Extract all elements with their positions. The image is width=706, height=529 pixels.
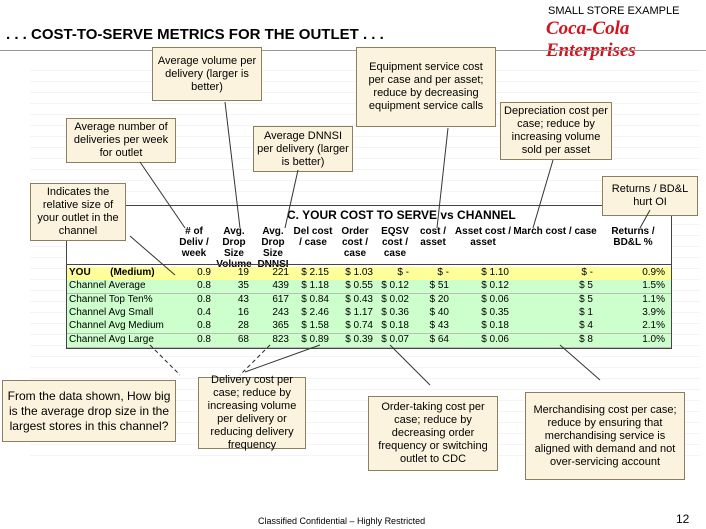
column-header: EQSV cost / case: [381, 226, 409, 259]
table-cell: $ 1: [579, 306, 593, 318]
row-label: Channel Avg Large: [69, 333, 154, 345]
table-cell: $ 0.89: [301, 333, 329, 345]
table-cell: $ 0.55: [345, 280, 373, 292]
row-label: Channel Avg Small: [69, 306, 154, 318]
column-header: cost / asset: [419, 226, 447, 248]
table-cell: $ 0.12: [481, 280, 509, 292]
table-cell: 439: [272, 280, 289, 292]
callout: Merchandising cost per case; reduce by e…: [525, 392, 685, 480]
table-cell: 43: [237, 293, 249, 305]
page-number: 12: [676, 512, 690, 526]
table-cell: 0.8: [197, 280, 211, 292]
table-title: C. YOUR COST TO SERVE vs CHANNEL: [287, 208, 516, 222]
callout: Returns / BD&L hurt OI: [602, 176, 698, 216]
callout: Indicates the relative size of your outl…: [30, 183, 126, 241]
callout: Order-taking cost per case; reduce by de…: [368, 396, 498, 471]
cost-table: C. YOUR COST TO SERVE vs CHANNEL # of De…: [66, 205, 672, 349]
table-cell: 221: [272, 267, 289, 278]
column-header: March cost / case: [513, 226, 597, 237]
table-cell: $ 5: [579, 280, 593, 292]
table-cell: 2.1%: [642, 320, 665, 332]
row-label: Channel Avg Medium: [69, 320, 164, 332]
table-cell: $ -: [397, 267, 409, 278]
table-cell: 3.9%: [642, 306, 665, 318]
callout: From the data shown, How big is the aver…: [2, 380, 176, 442]
table-cell: 1.1%: [642, 293, 665, 305]
table-cell: 0.4: [197, 306, 211, 318]
column-header: Asset cost / asset: [454, 226, 512, 248]
tag: SMALL STORE EXAMPLE: [548, 5, 680, 17]
table-cell: 617: [272, 293, 289, 305]
column-header: Del cost / case: [293, 226, 333, 248]
table-cell: 0.8: [197, 320, 211, 332]
table-cell: $ 0.18: [381, 320, 409, 332]
column-header: # of Deliv / week: [179, 226, 209, 259]
table-cell: 823: [272, 333, 289, 345]
title: . . . COST-TO-SERVE METRICS FOR THE OUTL…: [6, 26, 384, 43]
callout: Average volume per delivery (larger is b…: [152, 47, 262, 101]
table-cell: $ 0.84: [301, 293, 329, 305]
callout: Delivery cost per case; reduce by increa…: [198, 374, 306, 451]
column-header: Returns / BD&L %: [611, 226, 655, 248]
table-cell: $ 0.43: [345, 293, 373, 305]
table-cell: $ 1.17: [345, 306, 373, 318]
table-cell: $ 64: [429, 333, 449, 345]
table-cell: $ 0.07: [381, 333, 409, 345]
table-cell: $ 20: [429, 293, 449, 305]
table-cell: $ 0.35: [481, 306, 509, 318]
callout: Equipment service cost per case and per …: [356, 47, 496, 127]
column-header: Order cost / case: [341, 226, 369, 259]
table-cell: $ 1.18: [301, 280, 329, 292]
table-cell: 0.9: [197, 267, 211, 278]
table-cell: 1.0%: [642, 333, 665, 345]
table-cell: $ 0.36: [381, 306, 409, 318]
table-cell: 28: [237, 320, 249, 332]
table-cell: $ 0.06: [481, 293, 509, 305]
table-cell: 0.9%: [642, 267, 665, 278]
footer-note: Classified Confidential – Highly Restric…: [258, 516, 426, 526]
table-cell: $ -: [581, 267, 593, 278]
table-cell: $ 1.10: [481, 267, 509, 278]
row-bg: [67, 333, 671, 348]
table-cell: $ 0.74: [345, 320, 373, 332]
table-cell: $ -: [437, 267, 449, 278]
header-rule: [67, 264, 671, 265]
table-cell: 243: [272, 306, 289, 318]
table-cell: 35: [237, 280, 249, 292]
row-label: YOU (Medium): [69, 267, 155, 278]
table-cell: $ 1.58: [301, 320, 329, 332]
table-cell: $ 0.39: [345, 333, 373, 345]
table-cell: $ 2.46: [301, 306, 329, 318]
table-cell: 19: [237, 267, 249, 278]
callout: Average DNNSI per delivery (larger is be…: [253, 126, 353, 172]
table-cell: $ 5: [579, 293, 593, 305]
table-cell: 16: [237, 306, 249, 318]
table-cell: $ 0.18: [481, 320, 509, 332]
table-cell: $ 2.15: [301, 267, 329, 278]
table-cell: $ 0.12: [381, 280, 409, 292]
row-label: Channel Average: [69, 280, 146, 292]
table-cell: $ 4: [579, 320, 593, 332]
table-cell: 1.5%: [642, 280, 665, 292]
table-cell: $ 0.02: [381, 293, 409, 305]
table-cell: $ 0.06: [481, 333, 509, 345]
rule: [0, 50, 706, 51]
table-cell: $ 40: [429, 306, 449, 318]
table-cell: $ 51: [429, 280, 449, 292]
table-cell: 365: [272, 320, 289, 332]
table-cell: $ 43: [429, 320, 449, 332]
table-cell: 0.8: [197, 293, 211, 305]
callout: Average number of deliveries per week fo…: [66, 118, 176, 163]
table-cell: 68: [237, 333, 249, 345]
table-cell: 0.8: [197, 333, 211, 345]
table-cell: $ 8: [579, 333, 593, 345]
callout: Depreciation cost per case; reduce by in…: [500, 102, 612, 160]
row-label: Channel Top Ten%: [69, 293, 153, 305]
table-cell: $ 1.03: [345, 267, 373, 278]
